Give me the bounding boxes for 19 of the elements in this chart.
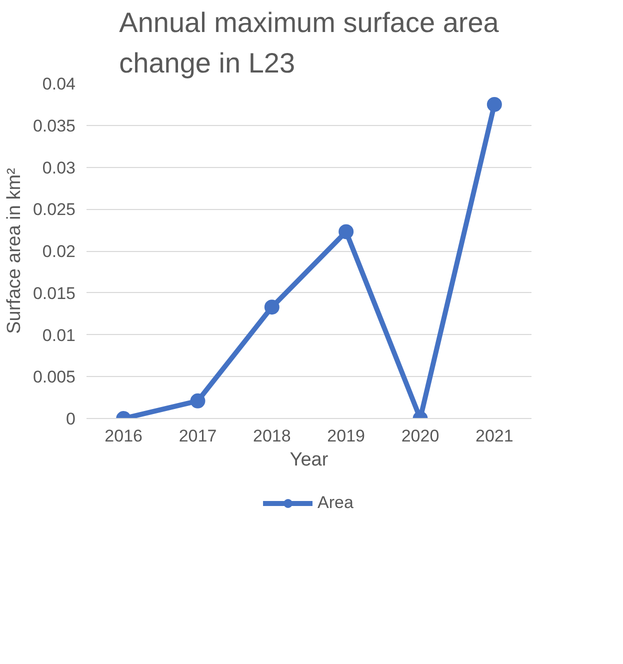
y-tick-label: 0.02 — [42, 242, 76, 261]
y-axis-title: Surface area in km² — [4, 168, 25, 334]
y-tick-label: 0.035 — [32, 116, 76, 136]
x-tick-label: 2019 — [327, 426, 365, 446]
x-axis-title: Year — [290, 450, 329, 470]
x-tick-label: 2021 — [476, 426, 514, 446]
y-tick-label: 0.025 — [32, 200, 76, 220]
y-tick-label: 0.015 — [32, 284, 76, 303]
x-tick-label: 2017 — [178, 426, 217, 446]
y-tick-label: 0.04 — [42, 74, 76, 94]
legend-label: Area — [318, 493, 354, 513]
y-tick-label: 0.005 — [32, 368, 76, 387]
y-tick-label: 0.03 — [42, 158, 76, 178]
x-tick-label: 2016 — [104, 426, 142, 446]
y-tick-label: 0 — [66, 410, 76, 428]
chart-title: Annual maximum surface area change in L23 — [119, 7, 500, 78]
x-tick-label: 2018 — [253, 426, 291, 446]
x-tick-label: 2020 — [401, 426, 440, 446]
y-tick-label: 0.01 — [42, 326, 76, 345]
